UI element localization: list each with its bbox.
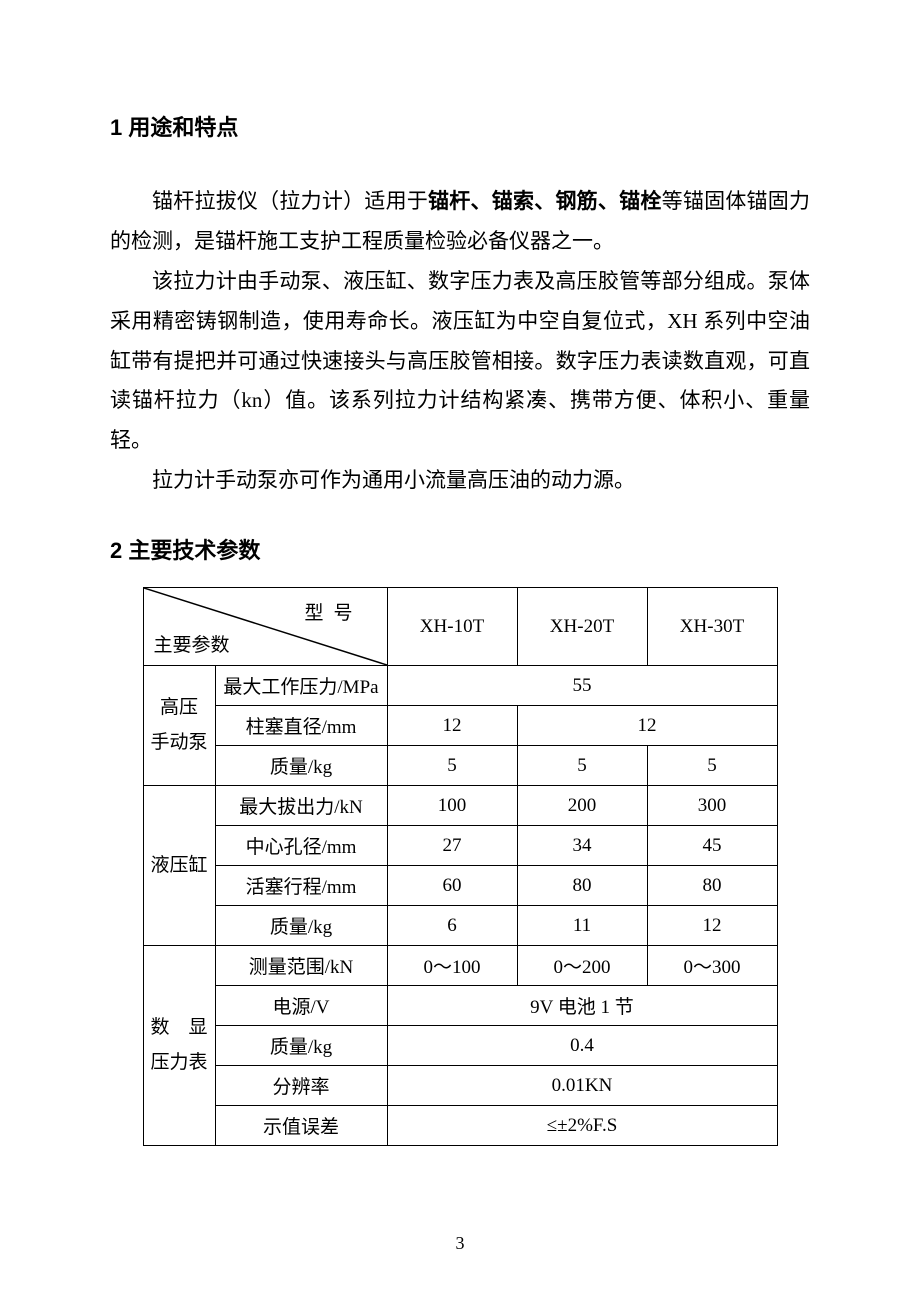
row-label: 柱塞直径/mm [215,706,387,746]
model-header-0: XH-10T [387,588,517,666]
table-row: 高压手动泵 最大工作压力/MPa 55 [143,666,777,706]
section-1-para-2: 该拉力计由手动泵、液压缸、数字压力表及高压胶管等部分组成。泵体采用精密铸钢制造，… [110,262,810,461]
diagonal-header-cell: 型号 主要参数 [143,588,387,666]
table-row: 质量/kg 6 11 12 [143,906,777,946]
cell-value: 11 [517,906,647,946]
cell-value: 80 [517,866,647,906]
table-row: 示值误差 ≤±2%F.S [143,1106,777,1146]
page-number: 3 [0,1233,920,1254]
cell-value: 0～200 [517,946,647,986]
para-1-run-bold: 锚杆、锚索、钢筋、锚栓 [428,190,662,213]
cell-value: 60 [387,866,517,906]
table-row: 柱塞直径/mm 12 12 [143,706,777,746]
document-page: 1 用途和特点 锚杆拉拔仪（拉力计）适用于锚杆、锚索、钢筋、锚栓等锚固体锚固力的… [0,0,920,1302]
section-2-heading: 2 主要技术参数 [110,533,810,565]
table-header-row: 型号 主要参数 XH-10T XH-20T XH-30T [143,588,777,666]
table-row: 数 显压力表 测量范围/kN 0～100 0～200 0～300 [143,946,777,986]
group-label-pump: 高压手动泵 [143,666,215,786]
row-label: 质量/kg [215,746,387,786]
table-row: 活塞行程/mm 60 80 80 [143,866,777,906]
group-label-text: 高压手动泵 [150,697,207,752]
cell-value: 0.4 [387,1026,777,1066]
group-label-text: 数 显压力表 [150,1017,207,1072]
section-1-para-1: 锚杆拉拔仪（拉力计）适用于锚杆、锚索、钢筋、锚栓等锚固体锚固力的检测，是锚杆施工… [110,182,810,262]
row-label: 中心孔径/mm [215,826,387,866]
row-label: 测量范围/kN [215,946,387,986]
table-row: 分辨率 0.01KN [143,1066,777,1106]
cell-value: 45 [647,826,777,866]
cell-value: 12 [517,706,777,746]
cell-value: 0.01KN [387,1066,777,1106]
table-row: 中心孔径/mm 27 34 45 [143,826,777,866]
model-header-2: XH-30T [647,588,777,666]
row-label: 分辨率 [215,1066,387,1106]
cell-value: 9V 电池 1 节 [387,986,777,1026]
table-row: 电源/V 9V 电池 1 节 [143,986,777,1026]
spec-table-body: 型号 主要参数 XH-10T XH-20T XH-30T 高压手动泵 最大工作压… [143,588,777,1146]
row-label: 质量/kg [215,906,387,946]
diagonal-bottom-label: 主要参数 [154,630,230,657]
cell-value: 12 [387,706,517,746]
section-1-heading: 1 用途和特点 [110,110,810,142]
cell-value: 300 [647,786,777,826]
cell-value: 27 [387,826,517,866]
cell-value: 5 [387,746,517,786]
cell-value: 6 [387,906,517,946]
diagonal-top-label: 型号 [304,598,362,625]
cell-value: 200 [517,786,647,826]
cell-value: 80 [647,866,777,906]
table-row: 质量/kg 0.4 [143,1026,777,1066]
row-label: 示值误差 [215,1106,387,1146]
row-label: 活塞行程/mm [215,866,387,906]
cell-value: 100 [387,786,517,826]
cell-value: 5 [647,746,777,786]
cell-value: 12 [647,906,777,946]
cell-value: 0～300 [647,946,777,986]
row-label: 最大工作压力/MPa [215,666,387,706]
model-header-1: XH-20T [517,588,647,666]
group-label-cylinder: 液压缸 [143,786,215,946]
cell-value: 34 [517,826,647,866]
group-label-gauge: 数 显压力表 [143,946,215,1146]
cell-value: 0～100 [387,946,517,986]
cell-value: 55 [387,666,777,706]
table-row: 质量/kg 5 5 5 [143,746,777,786]
para-1-run-a: 锚杆拉拔仪（拉力计）适用于 [152,189,428,213]
row-label: 电源/V [215,986,387,1026]
cell-value: 5 [517,746,647,786]
row-label: 质量/kg [215,1026,387,1066]
section-1-para-3: 拉力计手动泵亦可作为通用小流量高压油的动力源。 [110,461,810,501]
table-row: 液压缸 最大拔出力/kN 100 200 300 [143,786,777,826]
cell-value: ≤±2%F.S [387,1106,777,1146]
row-label: 最大拔出力/kN [215,786,387,826]
spec-table: 型号 主要参数 XH-10T XH-20T XH-30T 高压手动泵 最大工作压… [143,587,778,1146]
